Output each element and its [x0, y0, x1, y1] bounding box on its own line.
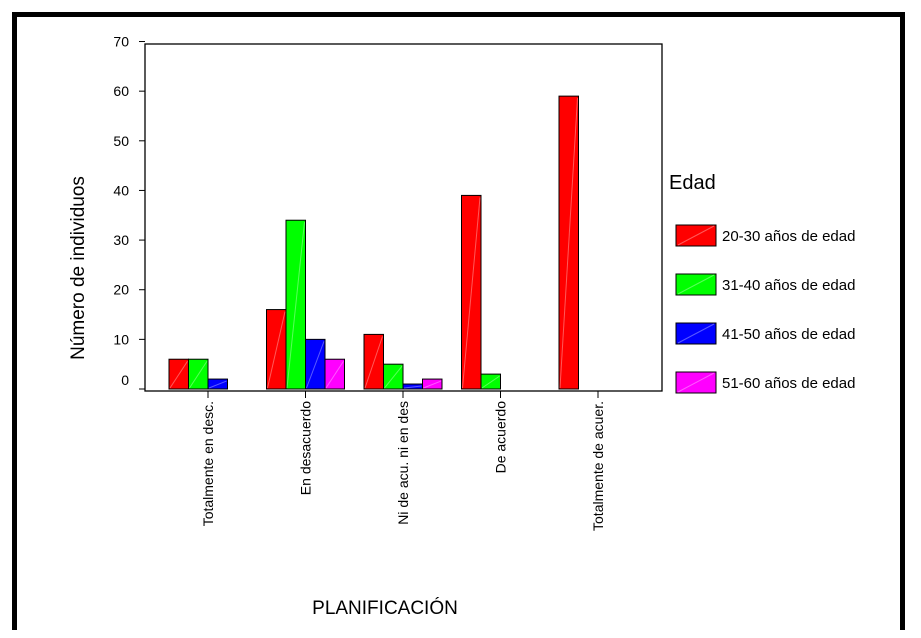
legend-swatch-hatch	[677, 372, 715, 393]
plot-area: 0 10 20 30 40 50 60 70 Totalmente en desc. En des…	[113, 34, 663, 531]
x-tick-label: Ni de acu. ni en des	[395, 401, 411, 525]
bar	[480, 373, 501, 390]
y-tick-label: 70	[113, 34, 129, 50]
y-tick-label: 40	[113, 182, 129, 198]
bar-hatch	[267, 311, 286, 389]
y-tick-label: 10	[113, 331, 129, 347]
bar-hatch	[325, 360, 344, 389]
bar	[461, 194, 482, 390]
y-tick-label: 20	[113, 282, 129, 298]
bar-hatch	[403, 385, 422, 389]
y-tick-label: 50	[113, 133, 129, 149]
bar	[383, 363, 404, 390]
legend-title: Edad	[669, 172, 716, 194]
bar	[188, 358, 209, 390]
bar-hatch	[559, 98, 578, 389]
y-tick-label: 0	[121, 372, 129, 388]
bar-hatch	[423, 380, 442, 389]
legend-swatch	[675, 371, 717, 394]
legend-swatch	[675, 273, 717, 296]
y-axis-label: Número de individuos	[68, 176, 89, 360]
bar-hatch	[384, 365, 403, 389]
bar-hatch	[169, 360, 188, 389]
legend-swatch	[675, 322, 717, 345]
legend: 20-30 años de edad 31-40 años de edad 41-5…	[675, 224, 855, 394]
x-tick-label: En desacuerdo	[298, 401, 314, 495]
chart-frame	[12, 12, 905, 630]
legend-label: 51-60 años de edad	[722, 375, 855, 392]
bar-hatch	[208, 380, 227, 389]
legend-swatch-hatch	[677, 225, 715, 246]
y-tick-label: 30	[113, 232, 129, 248]
bar-hatch	[286, 222, 305, 389]
bar	[207, 378, 228, 390]
bar	[324, 358, 345, 390]
bar-hatch	[364, 336, 383, 389]
legend-label: 41-50 años de edad	[722, 326, 855, 343]
legend-label: 31-40 años de edad	[722, 277, 855, 294]
plot-border	[144, 43, 663, 392]
legend-swatch-hatch	[677, 274, 715, 295]
bar-hatch	[189, 360, 208, 389]
legend-swatch	[675, 224, 717, 247]
bar	[558, 95, 579, 390]
legend-swatch-hatch	[677, 323, 715, 344]
bar-hatch	[306, 341, 325, 389]
x-tick-label: Totalmente en desc.	[200, 401, 216, 526]
legend-label: 20-30 años de edad	[722, 228, 855, 245]
bar	[285, 219, 306, 390]
y-tick-label: 60	[113, 83, 129, 99]
bar-hatch	[481, 375, 500, 389]
x-tick-label: Totalmente de acuer.	[590, 401, 606, 531]
bar	[363, 333, 384, 390]
x-axis-label: PLANIFICACIÓN	[312, 597, 458, 619]
bar	[422, 378, 443, 390]
bar-hatch	[462, 197, 481, 389]
x-tick-label: De acuerdo	[493, 401, 509, 474]
